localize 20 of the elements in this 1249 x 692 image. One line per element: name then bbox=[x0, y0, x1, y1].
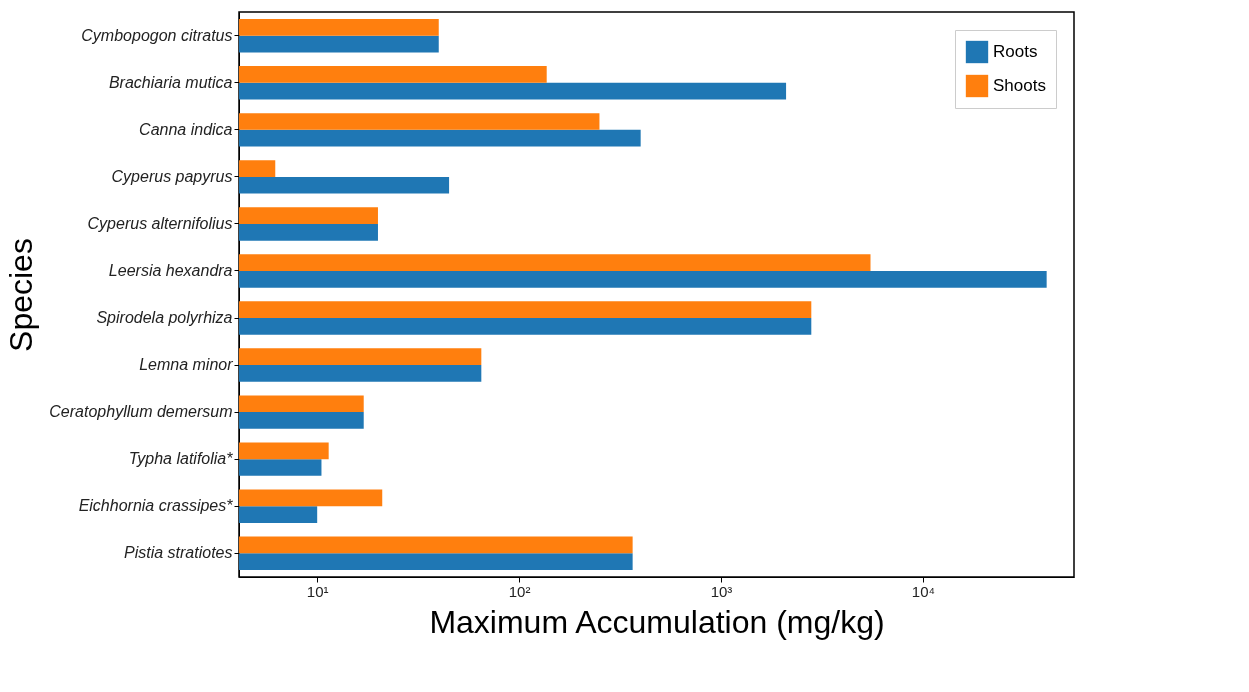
y-tick-label: Ceratophyllum demersum bbox=[49, 403, 233, 421]
x-tick-label: 10³ bbox=[710, 582, 733, 600]
y-tick-label: Typha latifolia* bbox=[128, 450, 234, 468]
legend-label: Roots bbox=[993, 42, 1038, 61]
y-axis-title: Species bbox=[3, 238, 40, 352]
x-axis-title: Maximum Accumulation (mg/kg) bbox=[429, 603, 885, 640]
y-tick-label: Leersia hexandra bbox=[108, 261, 233, 279]
y-tick-label: Pistia stratiotes bbox=[124, 544, 233, 562]
x-tick-label: 10⁴ bbox=[911, 582, 935, 600]
y-tick-label: Cyperus alternifolius bbox=[87, 214, 233, 232]
x-tick-label: 10² bbox=[508, 582, 531, 600]
y-tick-label: Cymbopogon citratus bbox=[81, 26, 233, 44]
y-tick-label: Spirodela polyrhiza bbox=[96, 309, 233, 327]
legend-label: Shoots bbox=[993, 76, 1046, 95]
y-tick-label: Brachiaria mutica bbox=[108, 73, 233, 91]
y-tick-label: Canna indica bbox=[139, 120, 233, 138]
x-tick-label: 10¹ bbox=[306, 582, 329, 600]
y-tick-label: Cyperus papyrus bbox=[111, 167, 233, 185]
y-tick-label: Eichhornia crassipes* bbox=[78, 497, 234, 515]
y-tick-label: Lemna minor bbox=[139, 356, 234, 374]
